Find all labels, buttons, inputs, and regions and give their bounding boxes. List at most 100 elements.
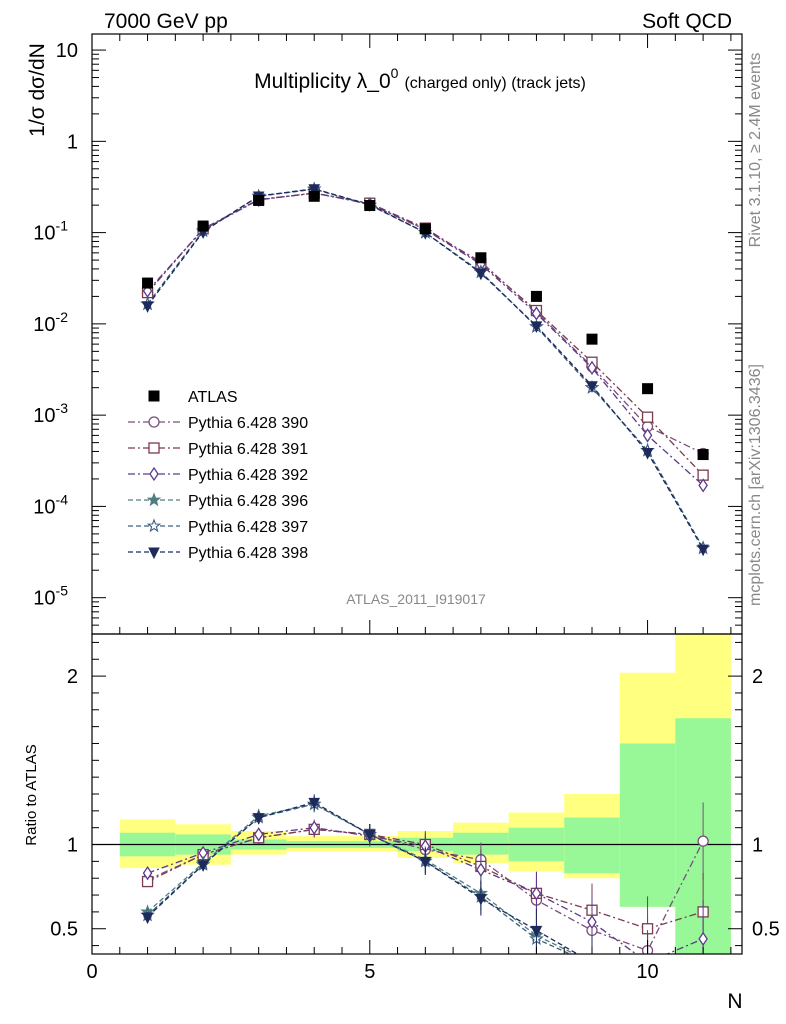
- stat-uncertainty-band: [619, 743, 676, 907]
- ratio-point: [419, 856, 432, 869]
- chart-title-small: (charged only) (track jets): [404, 75, 585, 92]
- legend-label: Pythia 6.428 397: [188, 519, 308, 536]
- data-point: [253, 194, 265, 206]
- ratio-point: [698, 931, 708, 947]
- legend-marker: [148, 442, 160, 454]
- ratio-point: [363, 829, 376, 842]
- ratio-tick-label-right: 2: [752, 666, 763, 688]
- ratio-tick-label-left: 2: [67, 666, 78, 688]
- y-axis-label: 1/σ dσ/dN: [26, 43, 49, 137]
- data-point: [697, 449, 709, 461]
- ratio-point: [697, 992, 708, 1003]
- legend-marker: [146, 518, 162, 533]
- y-tick-label: 10: [56, 40, 78, 62]
- y-tick-label: 10-5: [33, 583, 68, 610]
- legend-label: Pythia 6.428 398: [188, 545, 308, 562]
- ratio-point: [698, 994, 708, 1004]
- ratio-point: [697, 835, 709, 847]
- ratio-point: [530, 925, 543, 938]
- legend-marker: [148, 416, 160, 428]
- y-tick-label: 10-3: [33, 400, 68, 427]
- legend-label: Pythia 6.428 390: [188, 415, 308, 432]
- ratio-point: [253, 827, 264, 842]
- legend-marker: [149, 466, 159, 482]
- series-point: [586, 381, 598, 393]
- ratio-point: [475, 893, 487, 906]
- data-point: [586, 333, 598, 345]
- y-tick-label: 10-1: [33, 218, 68, 245]
- ratio-tick-label-left: 0.5: [50, 919, 78, 941]
- mcplots-label: mcplots.cern.ch [arXiv:1306.3436]: [747, 364, 764, 606]
- series-point: [475, 268, 487, 281]
- data-point: [364, 200, 376, 212]
- series-point: [641, 411, 654, 423]
- ratio-point: [476, 862, 486, 877]
- legend-label: ATLAS: [188, 389, 238, 406]
- data-point: [530, 290, 542, 302]
- ratio-series: [140, 794, 709, 1004]
- data-point: [642, 383, 654, 395]
- stat-uncertainty-band: [564, 817, 620, 874]
- legend: ATLAS Pythia 6.428 390 Pythia 6.428 391 Pyt…: [128, 389, 308, 562]
- chart-title: Multiplicity λ_00 (charged only) (track j…: [254, 65, 586, 93]
- top-frame: [91, 33, 743, 635]
- chart-title-sup: 0: [391, 65, 399, 81]
- x-tick-label: 5: [364, 961, 375, 983]
- ratio-axis-label: Ratio to ATLAS: [23, 744, 40, 845]
- chart-title-main: Multiplicity λ_0: [254, 70, 391, 93]
- series-point: [308, 184, 321, 196]
- series-point: [698, 478, 708, 493]
- ratio-series-2: [142, 819, 708, 954]
- ratio-point: [197, 860, 209, 872]
- series-point: [587, 360, 597, 375]
- legend-marker: [148, 547, 160, 560]
- atlas-data: [142, 190, 709, 461]
- axis-ticks: [91, 34, 742, 954]
- series-point: [141, 301, 154, 313]
- legend-label: Pythia 6.428 392: [188, 467, 308, 484]
- ratio-tick-label-right: 0.5: [752, 919, 780, 941]
- data-point: [475, 252, 487, 264]
- header-left: 7000 GeV pp: [104, 10, 228, 33]
- ratio-point: [141, 912, 154, 925]
- tick-labels: 0 5 10 10-5 10-4 10-3 10-2 10-1 1 10 0.5 0.5 1 1 2 2: [33, 40, 780, 983]
- ratio-point: [586, 956, 597, 967]
- header-right: Soft QCD: [642, 10, 732, 33]
- ratio-point: [308, 797, 321, 810]
- series-point: [642, 428, 653, 443]
- ratio-bands: [119, 634, 731, 954]
- ratio-series-5: [141, 794, 708, 1004]
- legend-marker: [146, 492, 162, 507]
- x-tick-label: 10: [636, 961, 658, 983]
- series-point: [697, 544, 709, 557]
- ratio-line: [147, 803, 577, 954]
- analysis-label: ATLAS_2011_I919017: [346, 591, 486, 607]
- ratio-point: [586, 958, 597, 969]
- ratio-tick-label-left: 1: [67, 835, 78, 857]
- y-tick-label: 1: [67, 131, 78, 153]
- series-line: [147, 188, 704, 550]
- data-point: [419, 223, 431, 235]
- ratio-tick-label-right: 1: [752, 835, 763, 857]
- ratio-point: [142, 865, 153, 881]
- ratio-point: [587, 914, 597, 930]
- data-point: [197, 220, 209, 232]
- legend-label: Pythia 6.428 391: [188, 441, 308, 458]
- series-point: [641, 447, 654, 460]
- x-tick-label: 0: [86, 961, 97, 983]
- legend-label: Pythia 6.428 396: [188, 493, 308, 510]
- data-point: [142, 277, 154, 289]
- x-axis-label: N: [727, 990, 742, 1013]
- y-tick-label: 10-2: [33, 309, 68, 336]
- ratio-point: [587, 958, 597, 968]
- series-point: [530, 321, 543, 334]
- ratio-point: [252, 813, 265, 825]
- ratio-point: [697, 992, 708, 1003]
- legend-marker: [148, 390, 160, 402]
- y-tick-label: 10-4: [33, 491, 68, 518]
- ratio-point: [531, 886, 542, 901]
- rivet-label: Rivet 3.1.10, ≥ 2.4M events: [747, 53, 764, 248]
- data-point: [308, 190, 320, 202]
- ratio-point: [309, 820, 320, 835]
